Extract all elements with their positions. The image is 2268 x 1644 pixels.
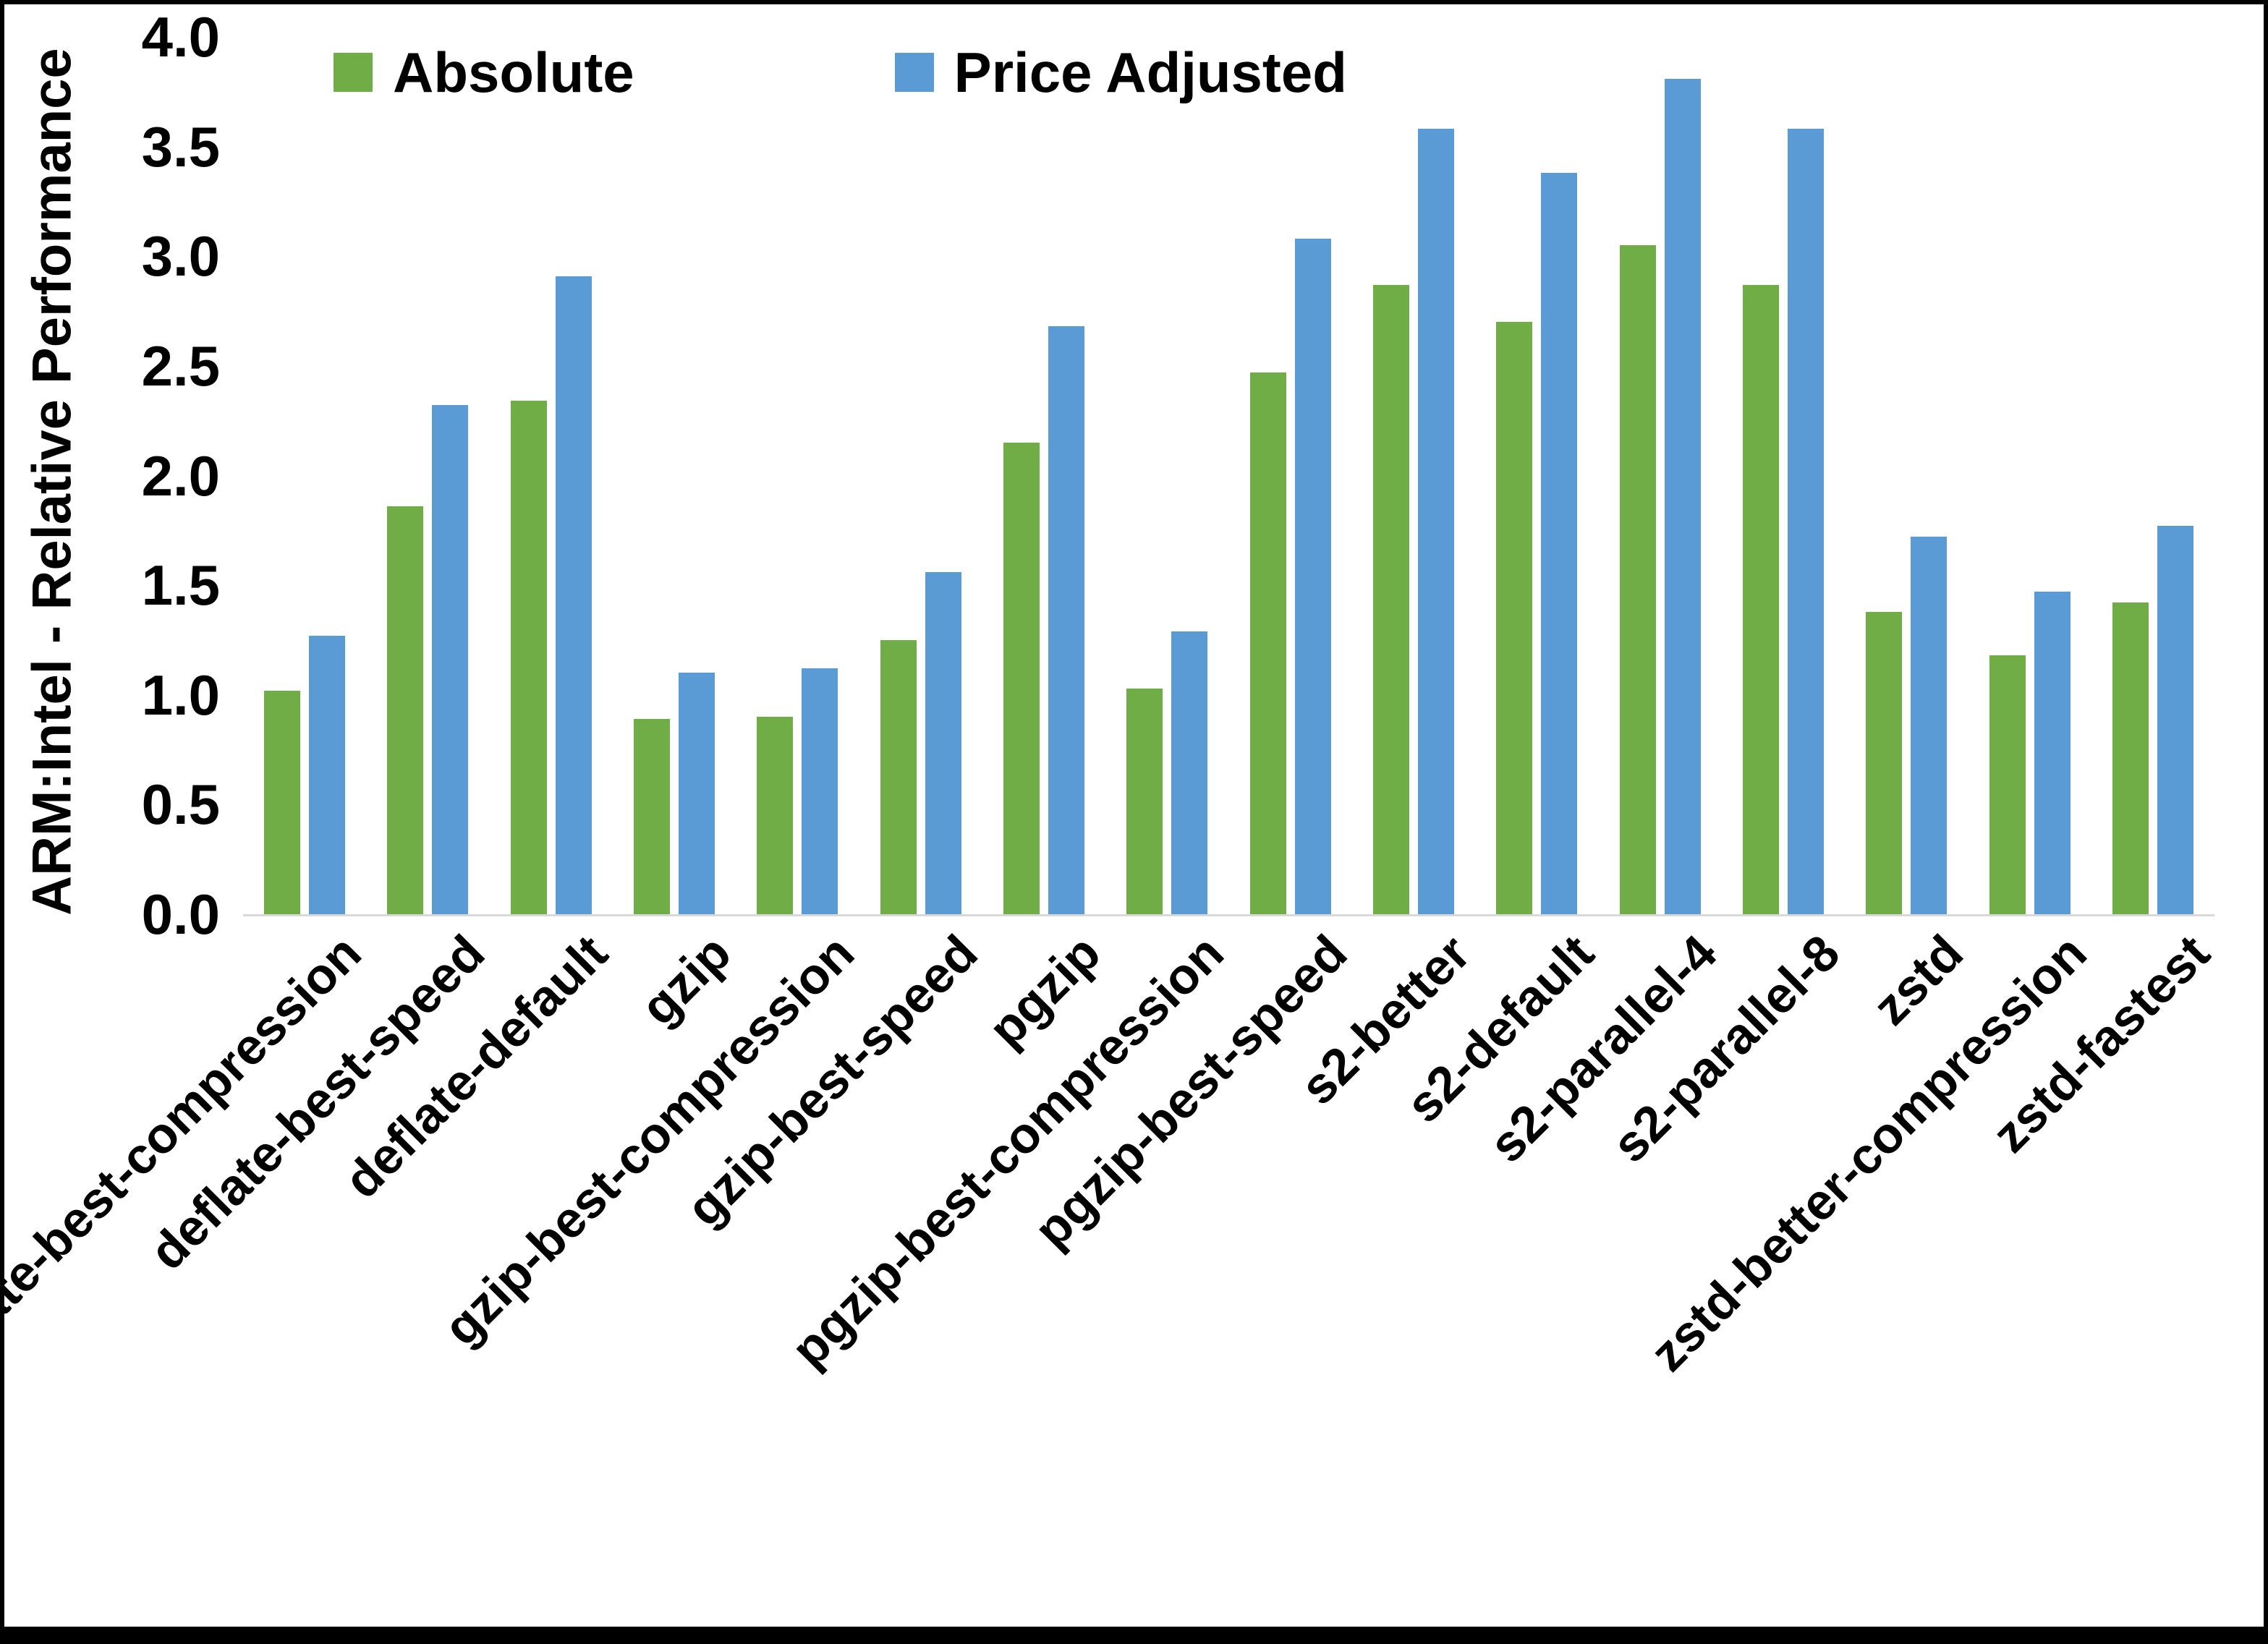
bar-absolute-s2-better	[1372, 284, 1409, 914]
bar-absolute-zstd-better-compression	[1989, 655, 2026, 914]
y-tick-label: 1.0	[141, 663, 220, 727]
bar-price-adjusted-gzip-best-speed	[925, 571, 961, 914]
bar-price-adjusted-s2-parallel-4	[1664, 78, 1701, 914]
bar-group-deflate-default	[490, 37, 613, 914]
bar-absolute-s2-parallel-4	[1619, 245, 1656, 914]
y-axis-title: ARM:Intel - Relative Performance	[21, 48, 83, 916]
x-axis-label-zstd: zstd	[1862, 924, 1974, 1036]
legend-swatch-price-adjusted	[894, 53, 934, 92]
bar-price-adjusted-pgzip-best-compression	[1171, 631, 1208, 914]
bar-group-s2-better	[1352, 37, 1475, 914]
bar-absolute-gzip-best-compression	[757, 717, 794, 914]
bar-price-adjusted-deflate-best-compression	[309, 635, 346, 914]
bar-absolute-deflate-default	[510, 401, 547, 914]
y-tick-label: 2.0	[141, 443, 220, 508]
bar-absolute-gzip-best-speed	[880, 639, 917, 914]
bar-group-pgzip-best-compression	[1105, 37, 1228, 914]
bar-price-adjusted-zstd	[1911, 537, 1948, 914]
y-tick-label: 4.0	[141, 5, 220, 69]
bar-price-adjusted-deflate-default	[555, 276, 592, 914]
bar-absolute-s2-parallel-8	[1742, 284, 1779, 914]
bar-absolute-s2-default	[1496, 322, 1533, 914]
bar-absolute-pgzip-best-speed	[1249, 372, 1286, 914]
bar-absolute-gzip	[634, 719, 671, 914]
x-axis-label-zstd-fastest: zstd-fastest	[1981, 924, 2220, 1164]
bar-absolute-zstd-fastest	[2112, 602, 2149, 914]
bar-group-zstd-fastest	[2091, 37, 2214, 914]
bar-price-adjusted-deflate-best-speed	[432, 405, 469, 914]
legend-item-price-adjusted: Price Adjusted	[894, 41, 1347, 104]
legend-swatch-absolute	[334, 53, 373, 92]
bar-group-deflate-best-compression	[243, 37, 366, 914]
bar-absolute-deflate-best-compression	[264, 690, 301, 914]
bar-price-adjusted-zstd-fastest	[2157, 526, 2193, 914]
x-axis-label-deflate-best-compression: deflate-best-compression	[0, 924, 373, 1400]
bar-price-adjusted-s2-default	[1541, 173, 1578, 914]
bar-price-adjusted-s2-better	[1417, 129, 1454, 914]
bar-group-deflate-best-speed	[366, 37, 489, 914]
x-axis-label-gzip: gzip	[629, 924, 742, 1036]
y-tick-label: 3.0	[141, 224, 220, 289]
bar-group-pgzip-best-speed	[1229, 37, 1352, 914]
bar-group-gzip-best-compression	[736, 37, 859, 914]
bar-price-adjusted-gzip-best-compression	[802, 668, 838, 914]
y-tick-label: 0.0	[141, 882, 220, 946]
legend: Absolute Price Adjusted	[334, 44, 1347, 101]
bar-price-adjusted-gzip	[679, 673, 715, 914]
bar-group-gzip-best-speed	[859, 37, 982, 914]
bar-absolute-zstd	[1866, 611, 1903, 914]
bars-container	[243, 37, 2214, 914]
bar-absolute-deflate-best-speed	[387, 506, 424, 914]
bar-price-adjusted-zstd-better-compression	[2034, 592, 2070, 914]
bar-group-zstd	[1845, 37, 1968, 914]
bar-group-s2-default	[1475, 37, 1598, 914]
bar-group-s2-parallel-8	[1722, 37, 1845, 914]
bar-price-adjusted-pgzip	[1048, 326, 1085, 914]
plot-area: 0.0 0.5 1.0 1.5 2.0 2.5 3.0 3.5 4.0 Absolute Pric…	[4, 9, 2220, 1400]
bar-group-s2-parallel-4	[1598, 37, 1721, 914]
bar-price-adjusted-s2-parallel-8	[1787, 129, 1824, 914]
legend-label-price-adjusted: Price Adjusted	[954, 41, 1347, 104]
bar-price-adjusted-pgzip-best-speed	[1294, 239, 1331, 914]
legend-label-absolute: Absolute	[393, 41, 634, 104]
y-tick-label: 0.5	[141, 772, 220, 837]
x-axis-labels: deflate-best-compression deflate-best-spe…	[4, 924, 2220, 1577]
legend-item-absolute: Absolute	[334, 44, 634, 101]
y-tick-label: 1.5	[141, 553, 220, 618]
bar-absolute-pgzip-best-compression	[1126, 688, 1163, 914]
bar-group-zstd-better-compression	[1968, 37, 2091, 914]
bar-absolute-pgzip	[1003, 443, 1040, 914]
bar-group-pgzip	[982, 37, 1105, 914]
y-tick-label: 2.5	[141, 333, 220, 398]
bar-group-gzip	[613, 37, 736, 914]
y-tick-label: 3.5	[141, 114, 220, 179]
